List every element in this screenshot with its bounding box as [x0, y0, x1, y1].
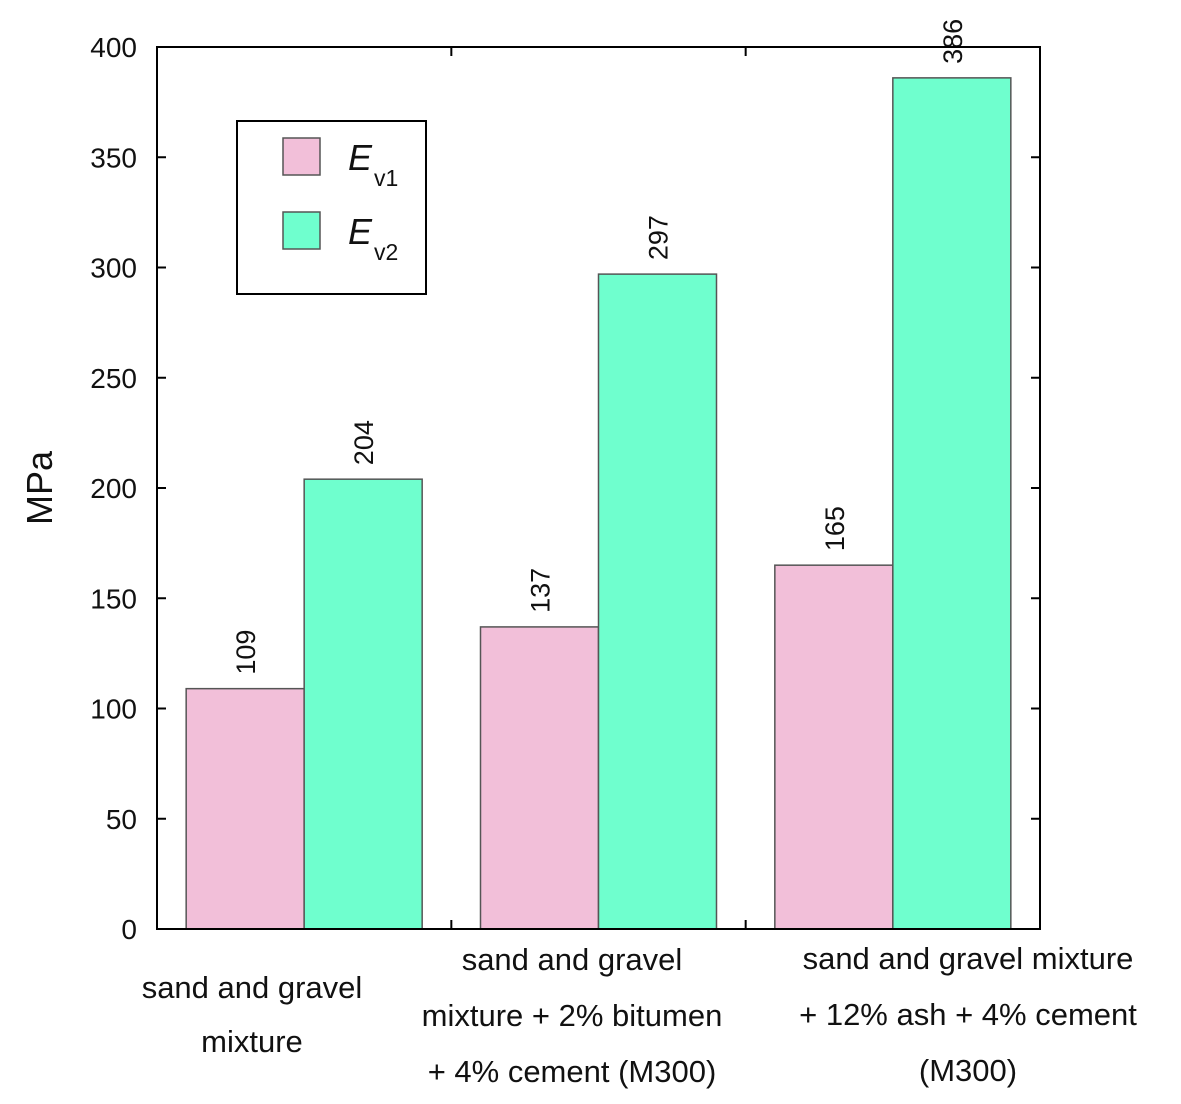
- bar-v1: [185, 687, 305, 930]
- y-tick-label: 150: [90, 583, 137, 614]
- y-tick-label: 300: [90, 253, 137, 284]
- category-label-line: (M300): [919, 1053, 1017, 1088]
- category-label-line: + 12% ash + 4% cement: [799, 997, 1137, 1032]
- bar-v1: [774, 564, 894, 930]
- plot-frame: [156, 46, 1041, 930]
- category-label-line: sand and gravel: [142, 970, 363, 1005]
- category-label-line: mixture: [201, 1024, 303, 1059]
- y-tick-label: 50: [106, 804, 137, 835]
- y-axis-ticks: 0 50 100 150 200 250 300 350 400: [90, 32, 1040, 945]
- legend-subscript: v1: [374, 165, 398, 191]
- legend-swatch-v1: [282, 137, 321, 176]
- bar-v1: [479, 626, 600, 930]
- category-label-line: + 4% cement (M300): [428, 1054, 717, 1089]
- category-label-line: sand and gravel mixture: [803, 941, 1134, 976]
- legend-subscript: v2: [374, 239, 398, 265]
- y-tick-label: 250: [90, 363, 137, 394]
- y-tick-label: 350: [90, 142, 137, 173]
- y-tick-label: 0: [121, 914, 137, 945]
- data-label-v2: 297: [644, 215, 674, 260]
- bar-v2: [892, 77, 1012, 930]
- y-tick-label: 100: [90, 694, 137, 725]
- y-tick-label: 200: [90, 473, 137, 504]
- data-label-v2: 386: [938, 19, 968, 64]
- legend-swatch-v2: [282, 211, 321, 250]
- bar-v2: [303, 478, 423, 930]
- y-axis-title: MPa: [19, 450, 60, 525]
- x-axis-dividers: [450, 47, 747, 929]
- category-label-line: mixture + 2% bitumen: [422, 998, 723, 1033]
- y-tick-label: 400: [90, 32, 137, 63]
- data-labels: 109 204 137 297 165 386: [231, 19, 968, 675]
- bar-v2: [597, 273, 718, 930]
- bars: [185, 77, 1012, 930]
- legend-box: [236, 120, 427, 295]
- data-label-v1: 137: [526, 568, 556, 613]
- data-label-v1: 109: [231, 630, 261, 675]
- category-labels: sand and gravel mixture sand and gravel mix…: [142, 941, 1138, 1089]
- data-label-v2: 204: [349, 420, 379, 465]
- data-label-v1: 165: [820, 506, 850, 551]
- category-label-line: sand and gravel: [462, 942, 683, 977]
